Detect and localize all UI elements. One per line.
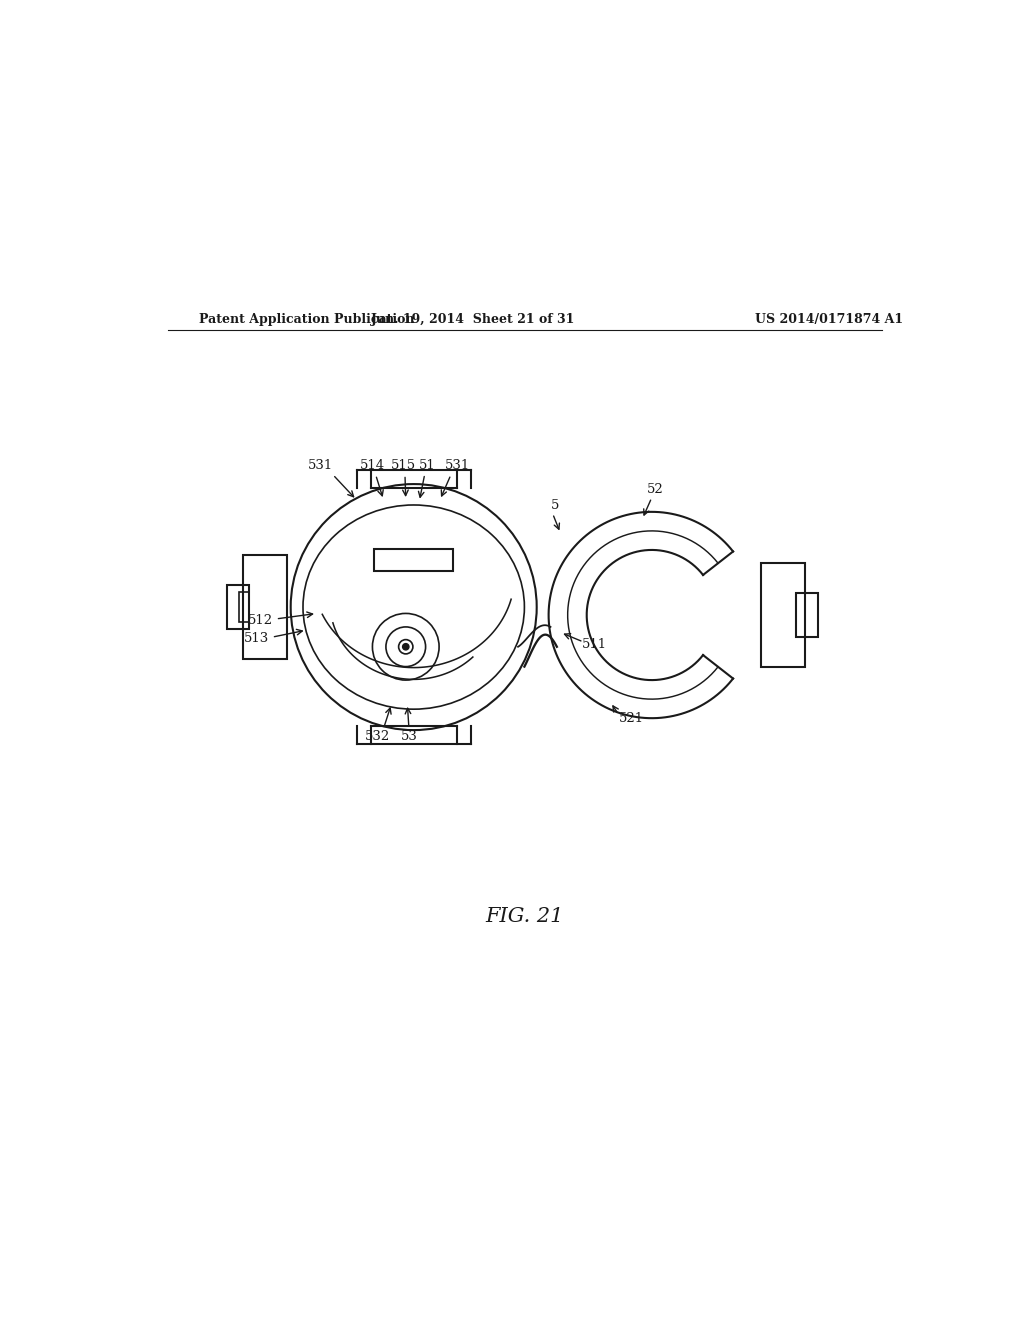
Text: 521: 521 xyxy=(618,711,643,725)
Text: 52: 52 xyxy=(647,483,665,496)
Text: 5: 5 xyxy=(551,499,559,512)
Text: 515: 515 xyxy=(391,459,416,473)
Text: 532: 532 xyxy=(366,730,390,743)
Text: Jun. 19, 2014  Sheet 21 of 31: Jun. 19, 2014 Sheet 21 of 31 xyxy=(371,313,575,326)
Text: 53: 53 xyxy=(401,730,418,743)
Bar xyxy=(243,556,287,659)
Text: Patent Application Publication: Patent Application Publication xyxy=(200,313,415,326)
Bar xyxy=(227,585,250,630)
Text: 531: 531 xyxy=(307,459,333,473)
Bar xyxy=(797,593,818,638)
Circle shape xyxy=(402,644,409,649)
Text: FIG. 21: FIG. 21 xyxy=(485,907,564,927)
Bar xyxy=(374,549,454,572)
Text: US 2014/0171874 A1: US 2014/0171874 A1 xyxy=(755,313,903,326)
Bar xyxy=(239,591,249,622)
Text: 51: 51 xyxy=(419,459,435,473)
Text: 513: 513 xyxy=(244,632,269,645)
Text: 531: 531 xyxy=(444,459,470,473)
Text: 512: 512 xyxy=(248,614,273,627)
Text: 511: 511 xyxy=(582,638,607,651)
Bar xyxy=(761,564,805,667)
Text: 514: 514 xyxy=(359,459,385,473)
